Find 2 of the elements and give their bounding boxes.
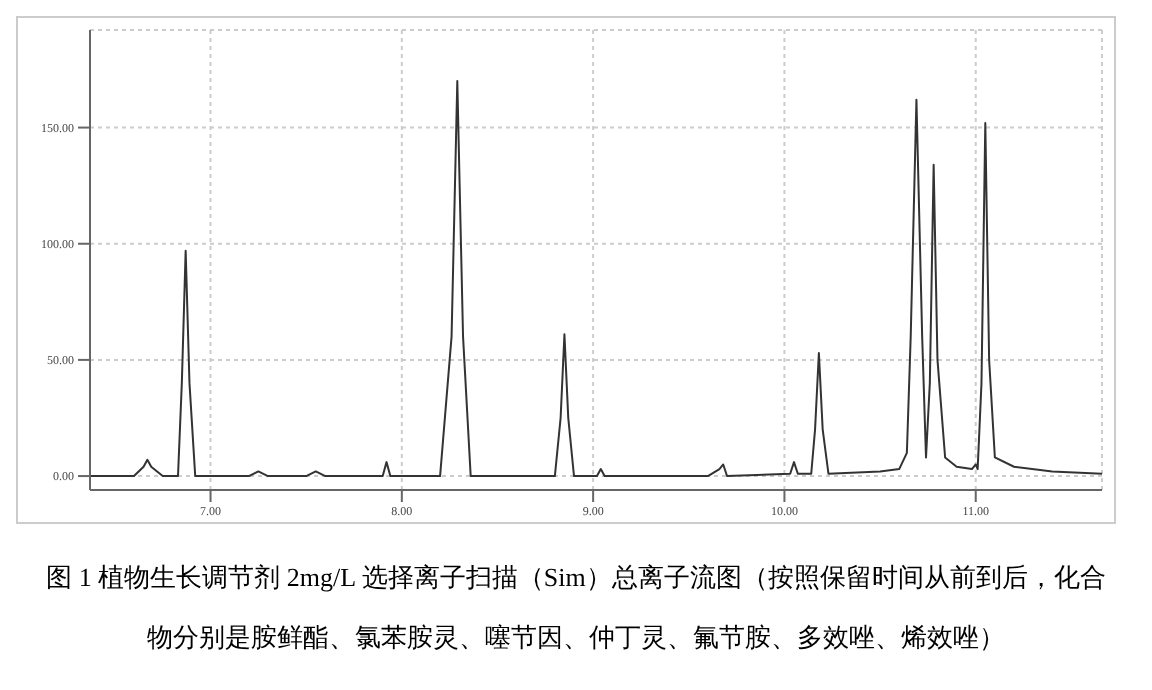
line-series: [90, 80, 1102, 478]
caption: 图 1 植物生长调节剂 2mg/L 选择离子扫描（Sim）总离子流图（按照保留时间从前到后，化合物分别是胺鲜酯、氯苯胺灵、噻节因、仲丁灵、氟节胺、多效唑、烯效唑）: [44, 560, 1108, 656]
